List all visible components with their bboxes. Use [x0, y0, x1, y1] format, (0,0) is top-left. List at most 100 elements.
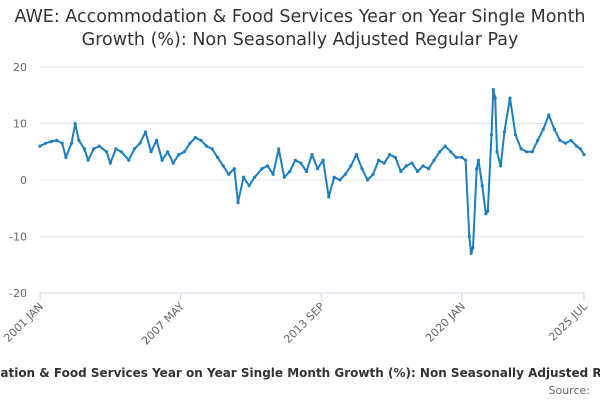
data-point — [460, 155, 464, 159]
data-point — [44, 141, 48, 145]
data-point — [304, 169, 308, 174]
data-point — [469, 251, 473, 255]
data-point — [127, 158, 131, 162]
data-point — [486, 209, 490, 213]
data-point — [338, 178, 342, 182]
source-label: Source: — [549, 384, 591, 397]
data-point — [282, 175, 286, 179]
data-point — [354, 153, 358, 157]
data-point — [316, 167, 320, 171]
data-point — [421, 164, 425, 168]
data-point — [64, 155, 68, 159]
data-point — [443, 144, 447, 148]
data-point — [321, 158, 325, 162]
data-point — [149, 150, 153, 154]
data-point — [449, 150, 453, 154]
data-point — [188, 141, 192, 145]
grid-layer — [40, 66, 584, 294]
data-point — [271, 172, 275, 176]
data-point — [438, 150, 442, 154]
data-point — [49, 140, 53, 144]
data-point — [404, 164, 408, 168]
data-point — [105, 150, 109, 154]
data-point — [547, 113, 551, 117]
x-tick-label: 2025 JUL — [546, 299, 590, 343]
data-point — [582, 153, 586, 157]
data-point — [471, 246, 475, 250]
data-point — [171, 161, 175, 165]
data-point — [60, 141, 64, 145]
y-tick-label: 10 — [13, 118, 27, 131]
data-point — [525, 150, 529, 154]
data-point — [575, 144, 579, 148]
data-point — [427, 167, 431, 171]
data-point — [332, 175, 336, 179]
data-point — [519, 147, 523, 151]
data-point — [382, 161, 386, 165]
legend-label: Accommodation & Food Services Year on Ye… — [0, 366, 600, 380]
data-point — [365, 178, 370, 182]
data-point — [86, 158, 90, 162]
data-point — [199, 138, 203, 142]
data-point — [216, 155, 220, 159]
data-point — [204, 144, 209, 148]
data-point — [73, 121, 77, 126]
data-point — [495, 150, 499, 154]
data-point — [132, 147, 136, 151]
y-tick-label: 20 — [13, 61, 27, 74]
data-point — [432, 158, 436, 162]
data-point — [277, 147, 281, 151]
data-point — [221, 164, 225, 168]
data-point — [530, 150, 534, 154]
data-point — [454, 155, 458, 159]
data-point — [327, 195, 331, 199]
x-tick-label: 2013 SEP — [281, 300, 327, 346]
data-point — [247, 184, 251, 188]
series-layer — [38, 88, 586, 255]
data-point — [241, 175, 246, 179]
data-point — [119, 150, 123, 154]
y-tick-label: 0 — [20, 174, 27, 187]
y-axis-ticks: 20 10 0 -10 -20 — [9, 61, 27, 300]
data-point — [467, 234, 471, 239]
data-point — [155, 138, 159, 142]
series-line — [39, 88, 585, 255]
data-point — [502, 130, 506, 134]
data-point — [464, 158, 468, 162]
x-axis-ticks: 2001 JAN 2007 MAY 2013 SEP 2020 JAN 2025 JUL — [1, 293, 591, 348]
data-point — [236, 201, 240, 205]
data-point — [310, 153, 314, 157]
data-point — [541, 127, 545, 131]
data-point — [563, 141, 568, 145]
data-point — [371, 172, 375, 176]
data-point — [480, 184, 484, 188]
data-point — [360, 167, 364, 171]
y-tick-label: -20 — [9, 287, 27, 300]
y-tick-label: -10 — [9, 231, 27, 244]
data-point — [138, 141, 142, 145]
data-point — [558, 138, 562, 142]
data-point — [578, 147, 582, 151]
data-point — [288, 169, 292, 174]
data-point — [293, 158, 297, 162]
data-point — [143, 130, 148, 134]
data-point — [210, 147, 214, 151]
data-point — [491, 88, 495, 92]
x-tick-label: 2001 JAN — [1, 300, 46, 345]
data-point — [77, 138, 81, 142]
data-point — [499, 164, 503, 168]
data-point — [484, 212, 488, 216]
data-point — [569, 138, 573, 142]
data-point — [552, 127, 557, 131]
chart-title: AWE: Accommodation & Food Services Year … — [14, 7, 586, 50]
data-point — [415, 169, 420, 174]
data-point — [475, 167, 479, 171]
data-point — [399, 169, 403, 174]
data-point — [343, 172, 347, 176]
data-point — [227, 172, 231, 176]
data-point — [253, 175, 257, 179]
data-point — [232, 167, 236, 171]
data-point — [349, 164, 353, 168]
data-point — [266, 164, 270, 168]
